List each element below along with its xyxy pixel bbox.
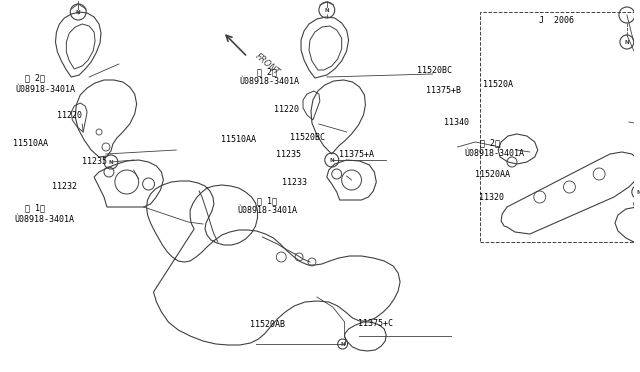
Text: 11510AA: 11510AA — [13, 139, 47, 148]
Text: 11232: 11232 — [52, 182, 77, 190]
Text: Ù08918-3401A: Ù08918-3401A — [16, 85, 76, 94]
Text: Ù08918-3401A: Ù08918-3401A — [239, 77, 300, 86]
Text: N: N — [330, 157, 334, 163]
Text: 11220: 11220 — [57, 111, 82, 120]
Text: 11520AB: 11520AB — [250, 320, 285, 329]
Text: N: N — [625, 39, 629, 45]
Text: N: N — [340, 341, 345, 346]
Text: Ù08918-3401A: Ù08918-3401A — [14, 215, 74, 224]
Text: 〈 2〉: 〈 2〉 — [481, 139, 500, 148]
Text: J  2006: J 2006 — [539, 16, 573, 25]
Text: 11375+B: 11375+B — [426, 86, 461, 94]
Bar — [480, 12, 640, 242]
Text: 11520A: 11520A — [483, 80, 513, 89]
Text: 〈 2〉: 〈 2〉 — [257, 67, 276, 76]
Text: 11320: 11320 — [479, 193, 504, 202]
Text: 〈 1〉: 〈 1〉 — [257, 196, 276, 205]
Text: N: N — [76, 10, 81, 15]
Text: 11235: 11235 — [83, 157, 108, 166]
Text: 11235: 11235 — [276, 150, 301, 159]
Text: FRONT: FRONT — [253, 51, 282, 77]
Text: 11520AA: 11520AA — [476, 170, 510, 179]
Text: Ù08918-3401A: Ù08918-3401A — [464, 149, 524, 158]
Text: 11520BC: 11520BC — [291, 133, 325, 142]
Text: 11233: 11233 — [282, 178, 307, 187]
Text: 11510AA: 11510AA — [221, 135, 255, 144]
Text: 11520BC: 11520BC — [417, 66, 452, 75]
Text: N: N — [324, 7, 329, 13]
Text: N: N — [109, 160, 113, 164]
Text: N: N — [636, 189, 640, 195]
Text: 〈 2〉: 〈 2〉 — [26, 74, 45, 83]
Text: 11375+C: 11375+C — [358, 319, 393, 328]
Text: 11375+A: 11375+A — [339, 150, 374, 159]
Text: 〈 1〉: 〈 1〉 — [26, 204, 45, 213]
Text: Ù08918-3401A: Ù08918-3401A — [237, 206, 298, 215]
Text: 11340: 11340 — [444, 118, 468, 126]
Text: 11220: 11220 — [274, 105, 299, 114]
